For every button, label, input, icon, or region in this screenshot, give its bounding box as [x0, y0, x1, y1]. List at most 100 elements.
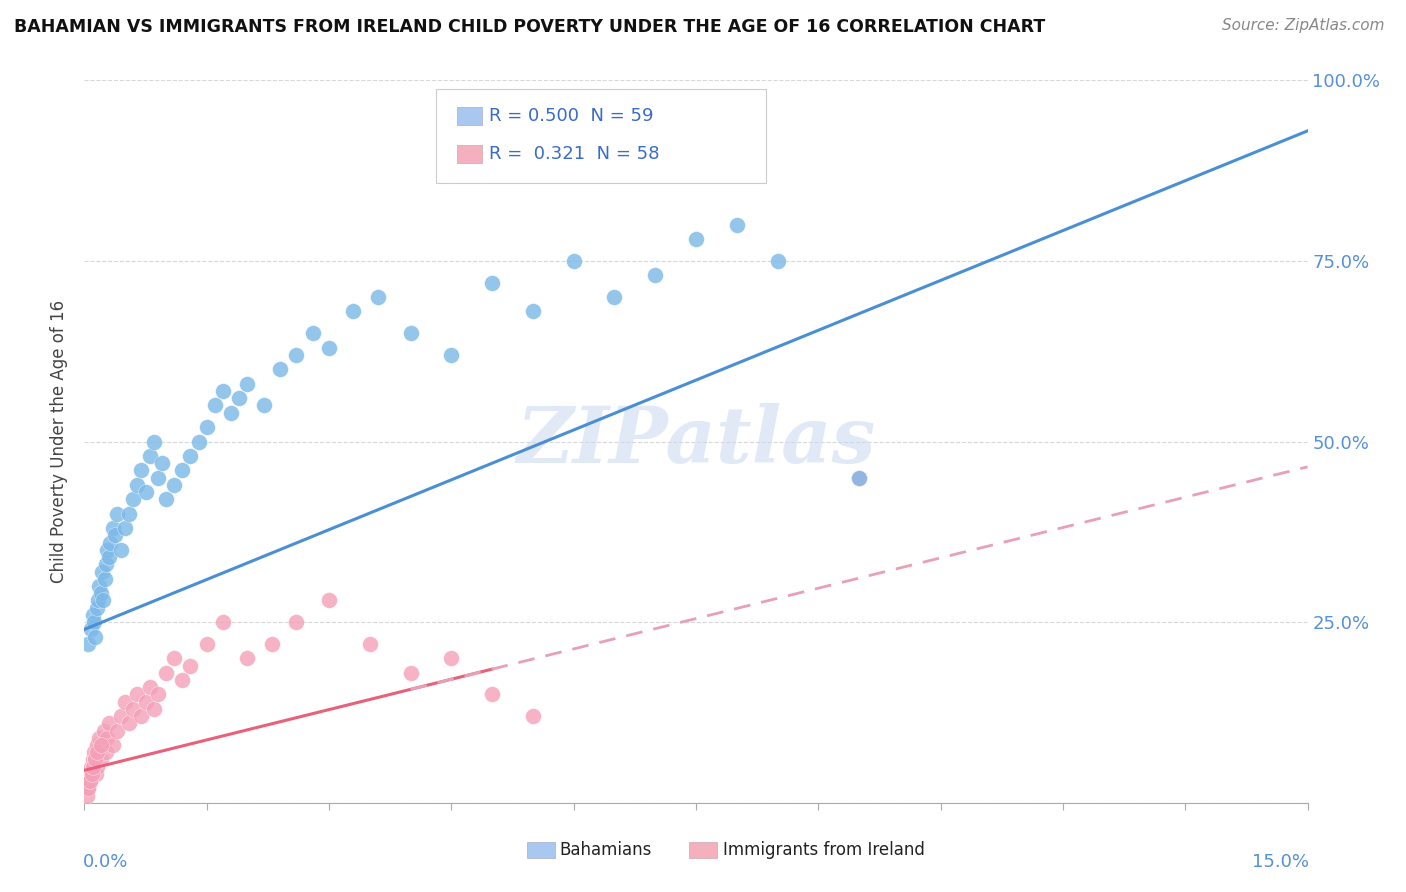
Point: [79, 774, 101, 789]
Point: [204, 398, 226, 412]
Y-axis label: Child Poverty Under the Age of 16: Child Poverty Under the Age of 16: [49, 300, 67, 583]
Point: [212, 615, 235, 630]
Point: [122, 492, 145, 507]
Point: [269, 362, 291, 376]
Point: [146, 687, 169, 701]
Point: [155, 492, 177, 507]
Point: [91, 565, 114, 579]
Point: [84, 752, 107, 766]
Point: [236, 376, 259, 391]
Text: BAHAMIAN VS IMMIGRANTS FROM IRELAND CHILD POVERTY UNDER THE AGE OF 16 CORRELATIO: BAHAMIAN VS IMMIGRANTS FROM IRELAND CHIL…: [14, 18, 1045, 36]
Point: [603, 290, 626, 304]
Point: [131, 709, 153, 723]
Point: [179, 449, 201, 463]
Point: [94, 745, 117, 759]
Text: 0.0%: 0.0%: [83, 854, 128, 871]
Point: [399, 665, 422, 680]
Point: [342, 304, 364, 318]
Point: [84, 630, 107, 644]
Point: [105, 723, 128, 738]
Point: [110, 542, 132, 557]
Point: [77, 781, 100, 796]
Point: [87, 731, 110, 745]
Point: [127, 687, 149, 701]
Point: [135, 695, 157, 709]
Point: [82, 607, 104, 622]
Point: [172, 673, 194, 687]
Point: [725, 218, 748, 232]
Point: [481, 276, 503, 290]
Point: [101, 521, 124, 535]
Point: [84, 752, 107, 766]
Point: [163, 651, 186, 665]
Point: [685, 232, 707, 246]
Point: [86, 600, 108, 615]
Point: [86, 760, 108, 774]
Text: Immigrants from Ireland: Immigrants from Ireland: [723, 841, 925, 859]
Point: [76, 774, 98, 789]
Point: [93, 723, 115, 738]
Point: [105, 507, 128, 521]
Text: R =  0.321  N = 58: R = 0.321 N = 58: [489, 145, 659, 163]
Point: [260, 637, 283, 651]
Point: [440, 651, 463, 665]
Text: 15.0%: 15.0%: [1251, 854, 1309, 871]
Point: [91, 738, 114, 752]
Point: [138, 680, 160, 694]
Point: [100, 535, 122, 549]
Point: [96, 731, 118, 745]
Point: [359, 637, 381, 651]
Point: [91, 593, 114, 607]
Point: [155, 665, 177, 680]
Point: [146, 471, 169, 485]
Point: [87, 579, 110, 593]
Point: [96, 558, 118, 572]
Point: [87, 745, 110, 759]
Text: Bahamians: Bahamians: [560, 841, 652, 859]
Point: [150, 456, 173, 470]
Point: [236, 651, 259, 665]
Point: [90, 752, 112, 766]
Point: [848, 471, 870, 485]
Point: [87, 593, 110, 607]
Point: [644, 268, 666, 283]
Point: [90, 738, 112, 752]
Point: [77, 637, 100, 651]
Point: [77, 781, 100, 796]
Point: [766, 253, 789, 268]
Point: [285, 348, 308, 362]
Point: [114, 695, 136, 709]
Point: [219, 406, 242, 420]
Point: [367, 290, 389, 304]
Point: [118, 507, 141, 521]
Point: [77, 767, 100, 781]
Point: [399, 326, 422, 341]
Point: [301, 326, 323, 341]
Point: [127, 478, 149, 492]
Point: [142, 434, 165, 449]
Point: [84, 767, 107, 781]
Point: [82, 760, 104, 774]
Point: [212, 384, 235, 398]
Point: [195, 637, 218, 651]
Point: [86, 738, 108, 752]
Point: [131, 463, 153, 477]
Point: [104, 528, 127, 542]
Point: [228, 391, 250, 405]
Point: [848, 471, 870, 485]
Point: [86, 745, 108, 759]
Point: [122, 702, 145, 716]
Point: [76, 789, 98, 803]
Point: [138, 449, 160, 463]
Point: [79, 774, 101, 789]
Point: [80, 767, 103, 781]
Point: [440, 348, 463, 362]
Point: [110, 709, 132, 723]
Point: [90, 586, 112, 600]
Point: [179, 658, 201, 673]
Point: [93, 572, 115, 586]
Point: [187, 434, 209, 449]
Point: [82, 760, 104, 774]
Point: [75, 781, 97, 796]
Point: [101, 738, 124, 752]
